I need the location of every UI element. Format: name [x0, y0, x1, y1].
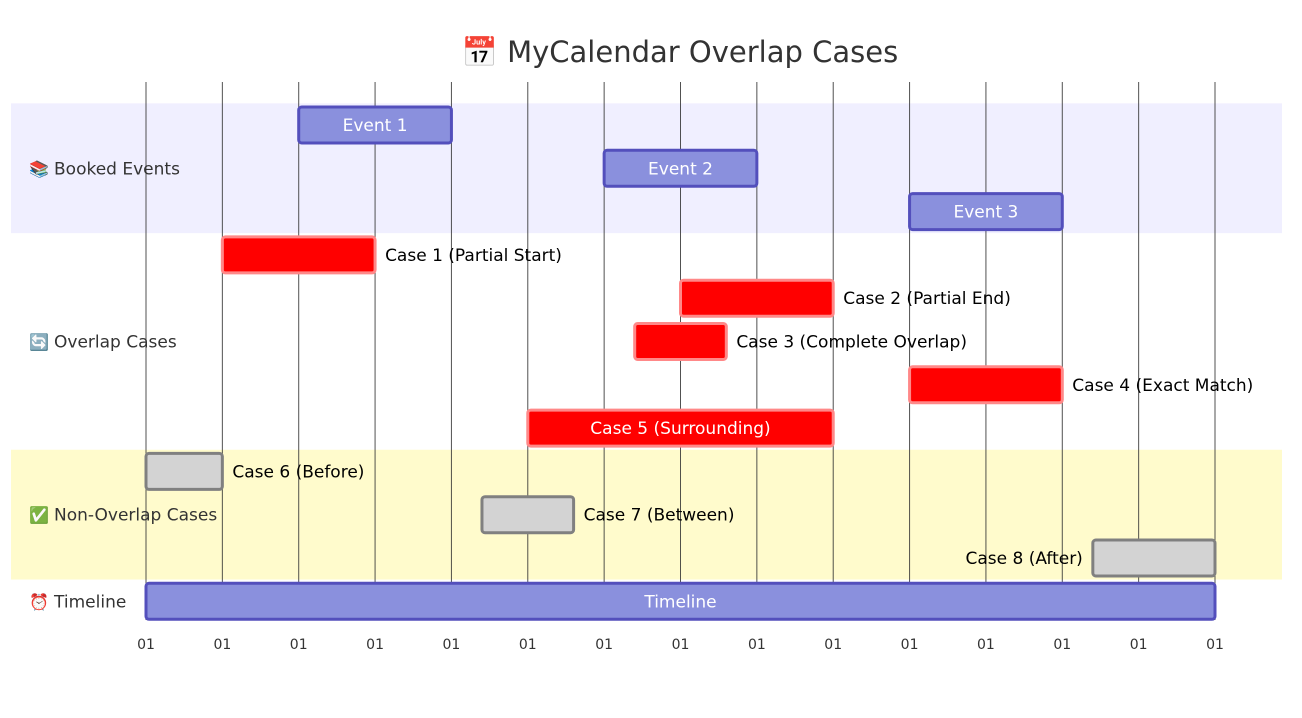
- task-bar: [602, 148, 759, 188]
- task-label: Case 1 (Partial Start): [385, 246, 562, 266]
- task-bar: [633, 322, 728, 361]
- task-bar: [526, 408, 835, 448]
- x-tick-label: 01: [595, 637, 613, 653]
- task-label: Event 3: [953, 203, 1018, 223]
- task-label: Case 7 (Between): [584, 506, 735, 526]
- x-tick-label: 01: [1053, 637, 1071, 653]
- x-tick-label: 01: [519, 637, 537, 653]
- x-tick-label: 01: [824, 637, 842, 653]
- x-tick-label: 01: [672, 637, 690, 653]
- x-tick-label: 01: [213, 637, 231, 653]
- section-name: Booked Events: [54, 159, 180, 179]
- section-label: 🔄 Overlap Cases: [29, 333, 177, 353]
- section-label: ✅ Non-Overlap Cases: [29, 506, 217, 526]
- task-label: Case 3 (Complete Overlap): [736, 333, 967, 353]
- task-label: Case 6 (Before): [232, 462, 364, 482]
- task-bar: [297, 105, 453, 145]
- task-label: Case 2 (Partial End): [843, 289, 1011, 309]
- x-tick-label: 01: [901, 637, 919, 653]
- section-name: Timeline: [53, 592, 126, 612]
- task-bars: Event 1 Event 2 Event 3 Case 1 (Partial Sta…: [144, 105, 1253, 621]
- grid-lines: [145, 82, 1216, 620]
- section-name: Non-Overlap Cases: [54, 506, 217, 526]
- section-icon: ✅: [29, 506, 54, 525]
- section-name: Overlap Cases: [54, 333, 177, 353]
- task-label: Event 2: [648, 159, 713, 179]
- task-label: Case 5 (Surrounding): [590, 419, 770, 439]
- task-bar: [220, 235, 377, 275]
- x-tick-label: 01: [290, 637, 308, 653]
- task-label: Case 8 (After): [966, 549, 1083, 569]
- x-tick-label: 01: [748, 637, 766, 653]
- x-tick-label: 01: [1206, 637, 1224, 653]
- task-label: Case 4 (Exact Match): [1072, 376, 1253, 396]
- x-tick-label: 01: [137, 637, 155, 653]
- section-icon: 🔄: [29, 333, 54, 352]
- task-label: Timeline: [643, 592, 716, 612]
- x-axis-ticks: 01 01 01 01 01 01 01 01 01 01 01 01 01 01 01: [137, 637, 1224, 653]
- x-tick-label: 01: [366, 637, 384, 653]
- x-tick-label: 01: [977, 637, 995, 653]
- section-label: ⏰ Timeline: [29, 592, 126, 612]
- task-label: Event 1: [343, 116, 408, 136]
- section-icon: 📚: [29, 159, 54, 178]
- task-bar: [144, 451, 224, 491]
- task-bar: [1091, 538, 1217, 578]
- section-icon: ⏰: [29, 592, 54, 611]
- task-bar: [908, 365, 1064, 405]
- task-bar: [480, 495, 576, 535]
- x-tick-label: 01: [1130, 637, 1148, 653]
- task-bar: [144, 581, 1217, 621]
- task-bar: [908, 192, 1064, 232]
- chart-title: 📅 MyCalendar Overlap Cases: [462, 35, 898, 69]
- x-tick-label: 01: [443, 637, 461, 653]
- task-bar: [679, 278, 835, 318]
- section-labels: 📚 Booked Events 🔄 Overlap Cases ✅ Non-Over…: [29, 159, 217, 612]
- section-label: 📚 Booked Events: [29, 159, 180, 179]
